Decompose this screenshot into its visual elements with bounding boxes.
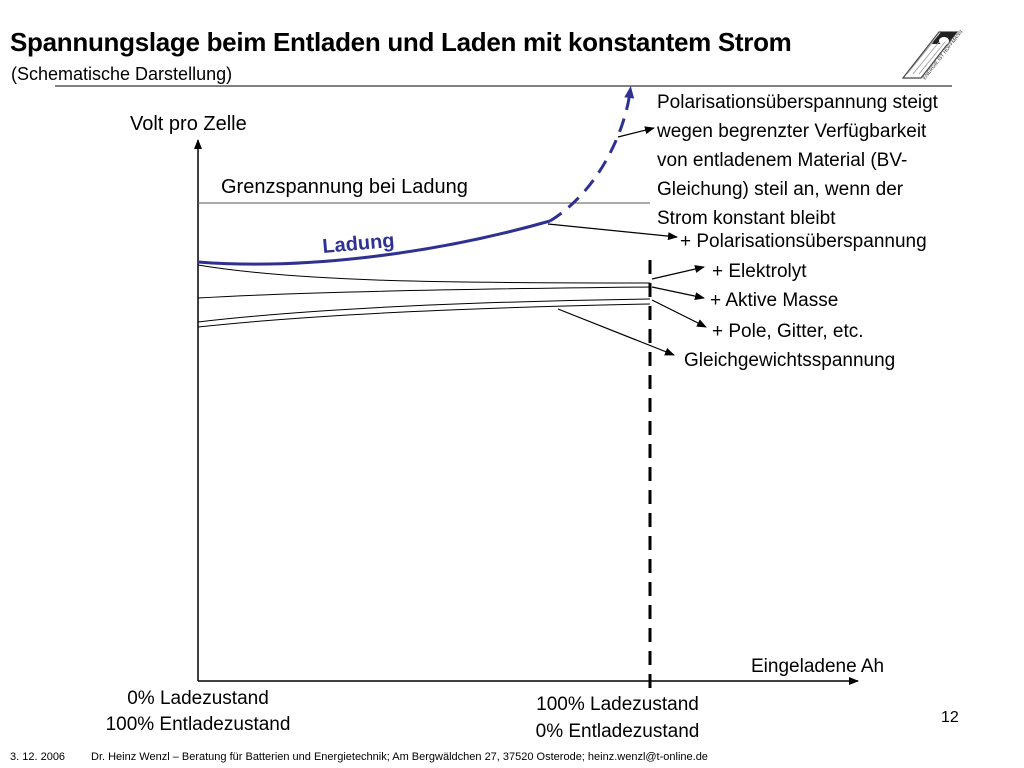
polarisation-note-line: von entladenem Material (BV-: [657, 150, 908, 171]
note-arrow: [617, 126, 655, 138]
curve-electrolyte: [197, 286, 651, 299]
x-start-label-discharge: 100% Entladezustand: [105, 714, 291, 735]
curve-equilibrium: [197, 303, 651, 328]
footer-date: 3. 12. 2006: [10, 751, 66, 763]
arrow-pole-grid: [651, 299, 707, 328]
charge-curve-overshoot: [549, 86, 635, 223]
polarisation-note-line: Gleichung) steil an, wenn der: [657, 179, 904, 200]
arrow-equilibrium: [557, 308, 675, 356]
slide-title: Spannungslage beim Entladen und Laden mi…: [10, 27, 792, 57]
component-pole-grid: + Pole, Gitter, etc.: [712, 321, 864, 342]
arrow-active-mass: [651, 286, 705, 301]
component-active-mass: + Aktive Masse: [710, 290, 839, 311]
x-axis-label: Eingeladene Ah: [751, 656, 885, 677]
arrow-polarisation: [547, 223, 678, 241]
curve-polarisation-bottom: [197, 264, 651, 284]
polarisation-note: Polarisationsüberspannung steigt wegen b…: [657, 88, 938, 233]
component-polarisation: + Polarisationsüberspannung: [680, 231, 927, 252]
footer-text: Dr. Heinz Wenzl – Beratung für Batterien…: [91, 751, 708, 763]
arrow-electrolyte: [651, 265, 705, 280]
x-start-label-charge: 0% Ladezustand: [127, 688, 269, 709]
x-end-label-charge: 100% Ladezustand: [536, 694, 699, 715]
curve-active-mass: [197, 298, 651, 323]
page-number: 12: [941, 709, 959, 726]
x-end-label-discharge: 0% Entladezustand: [535, 721, 700, 742]
x-end-labels: 100% Ladezustand 0% Entladezustand: [505, 691, 730, 745]
polarisation-note-line: Polarisationsüberspannung steigt: [657, 92, 938, 113]
y-axis-label: Volt pro Zelle: [130, 113, 247, 135]
polarisation-note-line: wegen begrenzter Verfügbarkeit: [657, 121, 927, 142]
slide-subtitle: (Schematische Darstellung): [11, 64, 233, 84]
polarisation-note-line: Strom konstant bleibt: [657, 208, 836, 229]
logo-icon: ENERGIE IST HOFFMANN: [901, 29, 965, 81]
component-electrolyte: + Elektrolyt: [712, 261, 807, 282]
x-start-labels: 0% Ladezustand 100% Entladezustand: [80, 686, 316, 738]
component-equilibrium: Gleichgewichtsspannung: [684, 350, 896, 371]
limit-voltage-label: Grenzspannung bei Ladung: [221, 176, 468, 198]
charge-curve: [197, 219, 551, 266]
